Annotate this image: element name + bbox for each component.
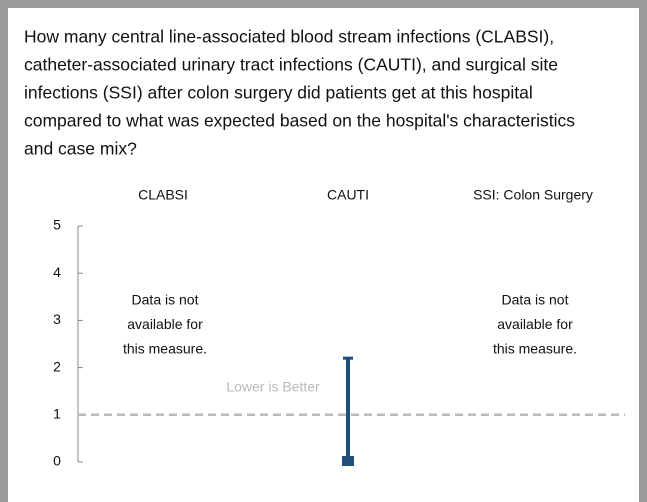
reference-label: Lower is Better <box>226 379 320 395</box>
question-line: and case mix? <box>24 139 137 159</box>
y-tick-label: 4 <box>53 264 61 280</box>
question-line: compared to what was expected based on t… <box>24 111 575 131</box>
no-data-note: Data is not <box>502 292 569 308</box>
no-data-note: available for <box>127 316 203 332</box>
category-label: CLABSI <box>138 187 188 203</box>
y-tick-label: 1 <box>53 406 61 422</box>
category-label: CAUTI <box>327 187 369 203</box>
category-label: SSI: Colon Surgery <box>473 187 593 203</box>
question-line: How many central line-associated blood s… <box>24 27 554 47</box>
question-line: catheter-associated urinary tract infect… <box>24 55 558 75</box>
y-tick-label: 3 <box>53 311 61 327</box>
y-tick-label: 0 <box>53 453 61 469</box>
y-tick-label: 5 <box>53 217 61 233</box>
no-data-note: this measure. <box>123 341 207 357</box>
point-marker <box>342 456 354 466</box>
no-data-note: available for <box>497 316 573 332</box>
y-tick-label: 2 <box>53 358 61 374</box>
no-data-note: Data is not <box>132 292 199 308</box>
no-data-note: this measure. <box>493 341 577 357</box>
panel <box>8 8 639 502</box>
question-line: infections (SSI) after colon surgery did… <box>24 83 533 103</box>
